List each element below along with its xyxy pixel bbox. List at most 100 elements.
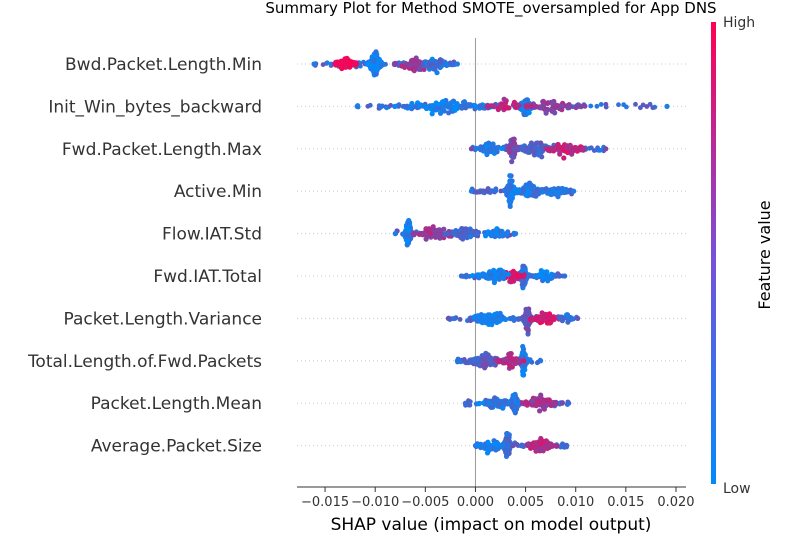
- x-tick-label: 0.000: [457, 495, 494, 510]
- shap-point: [503, 105, 509, 111]
- x-tick-label: 0.010: [557, 495, 594, 510]
- shap-point: [506, 146, 512, 152]
- shap-point: [392, 103, 398, 109]
- shap-point: [561, 189, 568, 196]
- shap-point: [528, 140, 535, 146]
- shap-point: [582, 103, 588, 109]
- shap-point: [458, 273, 464, 279]
- shap-point: [537, 104, 543, 110]
- shap-point: [340, 59, 346, 65]
- shap-point: [410, 57, 416, 63]
- shap-point: [587, 145, 592, 151]
- shap-point: [551, 443, 557, 449]
- shap-point: [551, 272, 557, 278]
- shap-point: [565, 149, 571, 156]
- shap-point: [520, 400, 526, 406]
- shap-point: [485, 186, 491, 191]
- shap-point: [509, 192, 515, 198]
- shap-point: [526, 190, 533, 196]
- shap-point: [486, 147, 492, 153]
- shap-point: [472, 103, 478, 109]
- colorbar: High Low Feature value: [711, 15, 774, 497]
- shap-point: [420, 102, 426, 109]
- feature-label: Bwd.Packet.Length.Min: [65, 55, 262, 75]
- shap-point: [513, 231, 519, 237]
- shap-point: [553, 190, 559, 196]
- shap-point: [520, 188, 527, 194]
- shap-point: [470, 273, 476, 279]
- shap-point: [475, 356, 481, 363]
- shap-point: [411, 231, 418, 237]
- shap-point: [378, 104, 384, 110]
- shap-point: [434, 62, 440, 68]
- shap-point: [538, 441, 544, 447]
- shap-point: [521, 263, 527, 269]
- shap-point: [547, 273, 553, 279]
- shap-point: [488, 233, 494, 239]
- shap-point: [482, 365, 488, 371]
- shap-point: [484, 151, 490, 158]
- shap-point: [506, 351, 512, 357]
- feature-label: Average.Packet.Size: [91, 437, 262, 457]
- shap-point: [575, 315, 581, 321]
- feature-label: Packet.Length.Mean: [91, 394, 262, 414]
- shap-point: [570, 148, 576, 154]
- shap-point: [535, 189, 541, 195]
- shap-point: [603, 146, 609, 152]
- shap-point: [496, 317, 502, 323]
- shap-point: [488, 103, 494, 109]
- shap-point: [528, 182, 534, 188]
- shap-point: [475, 442, 481, 448]
- shap-point: [573, 104, 579, 111]
- shap-point: [353, 62, 359, 68]
- shap-point: [507, 173, 513, 179]
- feature-label: Init_Win_bytes_backward: [48, 97, 262, 117]
- shap-point: [497, 358, 503, 364]
- shap-point: [441, 108, 447, 114]
- colorbar-gradient: [711, 22, 716, 484]
- shap-point: [509, 153, 515, 159]
- x-tick-label: −0.010: [351, 495, 399, 510]
- shap-point: [499, 145, 505, 152]
- shap-point: [457, 232, 463, 238]
- shap-point: [487, 312, 493, 318]
- shap-point: [561, 155, 567, 161]
- feature-label: Flow.IAT.Std: [162, 225, 262, 245]
- shap-point: [451, 229, 457, 235]
- shap-point: [532, 274, 538, 280]
- shap-point: [542, 312, 548, 318]
- shap-point: [399, 63, 405, 69]
- shap-point: [509, 443, 515, 449]
- shap-point: [490, 143, 496, 149]
- shap-point: [526, 309, 532, 315]
- shap-point: [503, 316, 509, 323]
- shap-point: [542, 317, 548, 323]
- shap-point: [538, 268, 544, 274]
- x-tick-label: 0.020: [657, 495, 694, 510]
- shap-point: [358, 63, 363, 69]
- shap-point: [339, 65, 346, 71]
- shap-point: [565, 319, 571, 325]
- shap-point: [539, 274, 546, 280]
- feature-row-points: [311, 49, 460, 78]
- shap-point: [488, 358, 494, 364]
- shap-point: [528, 103, 534, 110]
- shap-point: [430, 224, 436, 230]
- shap-point: [463, 226, 469, 232]
- shap-point: [492, 395, 498, 401]
- shap-point: [557, 151, 563, 157]
- shap-point: [523, 184, 529, 190]
- shap-point: [536, 149, 542, 156]
- shap-point: [481, 313, 487, 319]
- shap-point: [442, 231, 448, 237]
- shap-point: [603, 104, 609, 110]
- shap-point: [392, 231, 398, 237]
- shap-point: [497, 310, 503, 316]
- shap-point: [523, 103, 529, 109]
- shap-point: [556, 274, 562, 279]
- shap-point: [664, 103, 670, 109]
- shap-point: [513, 400, 519, 406]
- shap-point: [469, 229, 475, 235]
- shap-point: [502, 398, 508, 404]
- shap-point: [452, 105, 458, 112]
